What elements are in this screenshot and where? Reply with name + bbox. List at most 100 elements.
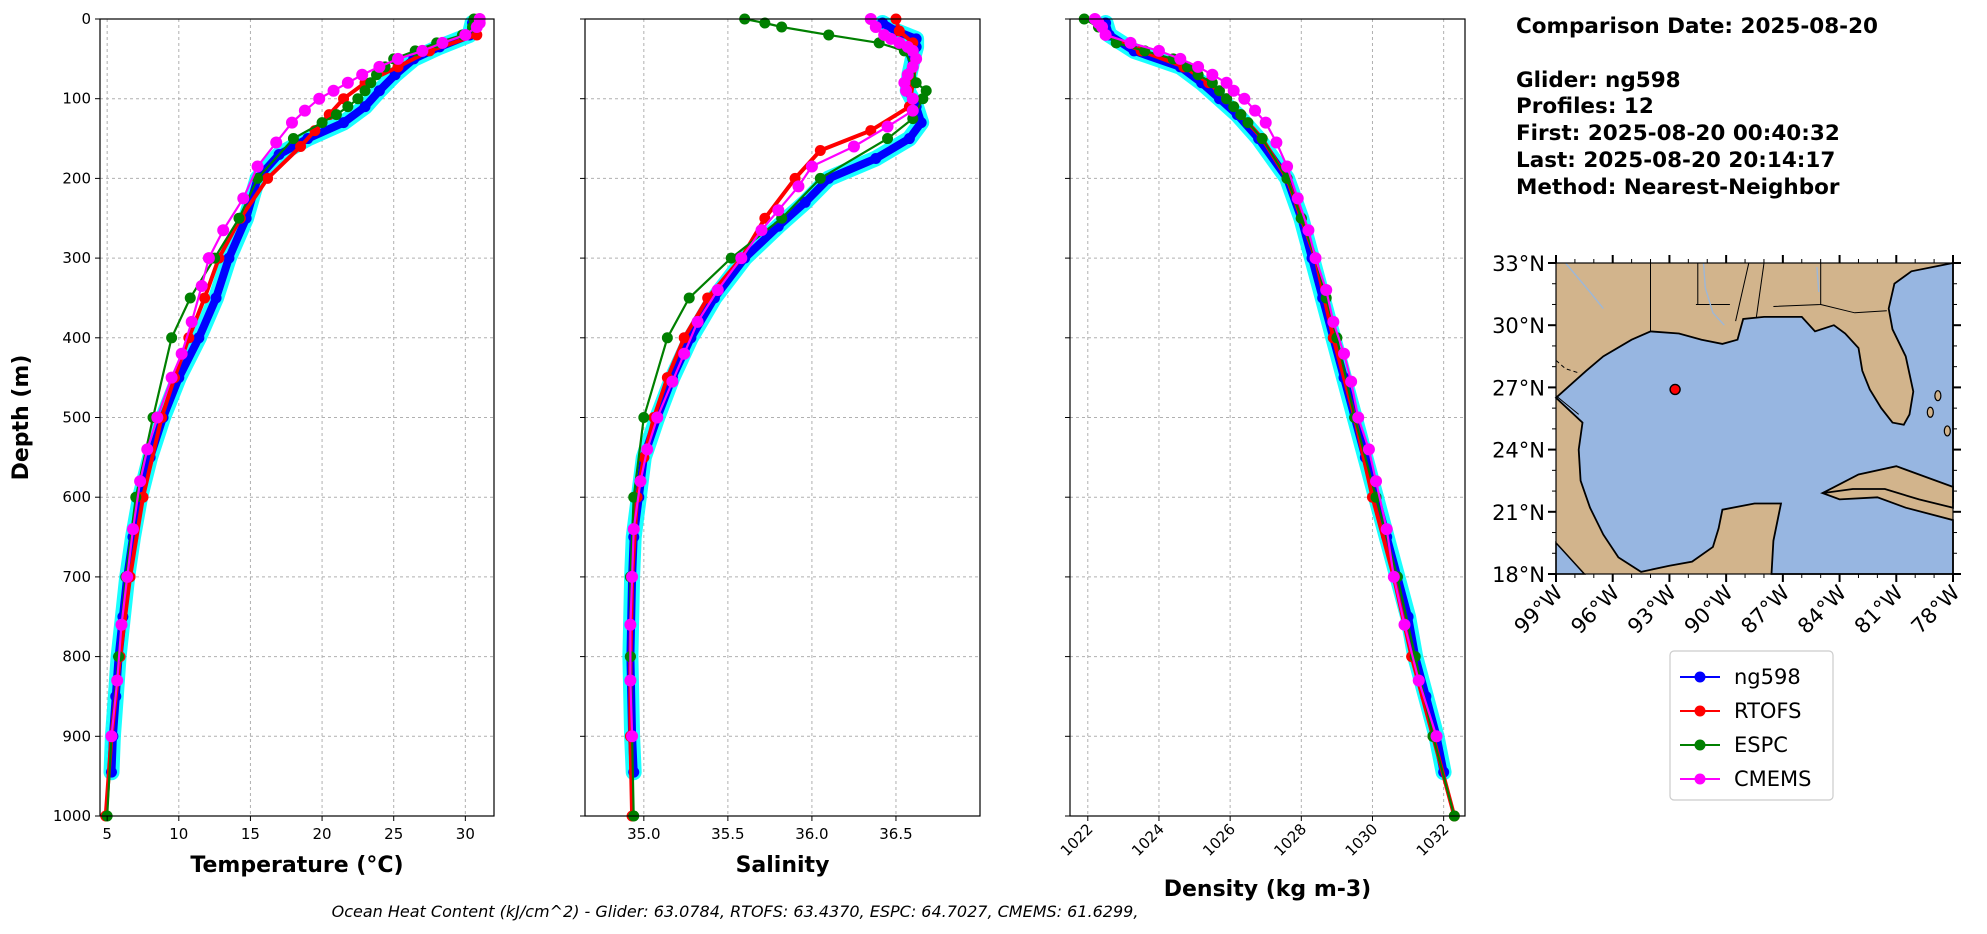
x-tick-label: 1032 xyxy=(1413,820,1453,860)
cmems-point xyxy=(1291,192,1304,205)
espc-point xyxy=(359,85,371,97)
legend: ng598 RTOFS ESPC CMEMS xyxy=(1669,650,1834,801)
comparison-info: Comparison Date: 2025-08-20 Glider: ng598… xyxy=(1516,14,1878,202)
map-border xyxy=(1555,395,1580,415)
x-axis-label: Density (kg m-3) xyxy=(1164,877,1372,902)
map-y-tick-label: 30°N xyxy=(1492,314,1545,338)
x-tick-label: 1030 xyxy=(1342,820,1382,860)
cmems-point xyxy=(805,160,818,173)
x-tick-label: 30 xyxy=(456,825,475,843)
legend-swatch-marker xyxy=(1694,739,1706,751)
cmems-point xyxy=(1281,160,1294,173)
ng598-spread xyxy=(622,15,930,781)
cmems-point xyxy=(237,192,250,205)
rtofs-point xyxy=(893,25,905,37)
map-y-tick-label: 24°N xyxy=(1492,439,1545,463)
map-border-dashed xyxy=(1555,360,1579,374)
map-y-tick-label: 18°N xyxy=(1492,563,1545,587)
y-tick-label: 600 xyxy=(62,488,91,506)
cmems-point xyxy=(1124,36,1137,49)
cmems-point xyxy=(624,674,637,687)
ng598-point xyxy=(903,133,915,145)
map-x-tick-label: 99°W xyxy=(1510,580,1568,638)
x-axis-label: Salinity xyxy=(736,853,830,878)
espc-point xyxy=(823,29,835,41)
cmems-point xyxy=(1338,347,1351,360)
ng598-point xyxy=(799,196,811,208)
legend-swatch-marker xyxy=(1694,705,1706,717)
x-tick-label: 10 xyxy=(169,825,188,843)
espc-point xyxy=(917,93,929,105)
cmems-point xyxy=(1345,375,1358,388)
map-x-tick-label: 93°W xyxy=(1623,580,1681,638)
ng598-point xyxy=(193,332,205,344)
ng598-point xyxy=(915,117,927,129)
comparison-date: Comparison Date: 2025-08-20 xyxy=(1516,14,1879,39)
cmems-point xyxy=(735,252,748,265)
cmems-point xyxy=(1380,523,1393,536)
espc-point xyxy=(287,133,299,145)
rtofs-point xyxy=(678,332,690,344)
y-axis-label: Depth (m) xyxy=(9,355,34,481)
cmems-point xyxy=(634,475,647,488)
cmems-point xyxy=(1152,44,1165,57)
ng598-point xyxy=(870,152,882,164)
ng598-point xyxy=(338,117,350,129)
map-y-tick-label: 33°N xyxy=(1492,252,1545,276)
cmems-point xyxy=(906,104,919,117)
ng598-point xyxy=(223,252,235,264)
cmems-point xyxy=(626,570,639,583)
last-time: Last: 2025-08-20 20:14:17 xyxy=(1516,147,1836,173)
glider-name: Glider: ng598 xyxy=(1516,67,1681,93)
cmems-point xyxy=(1206,68,1219,81)
x-tick-label: 1028 xyxy=(1270,820,1310,860)
cmems-point xyxy=(691,315,704,328)
cmems-point xyxy=(134,475,147,488)
map-x-tick-label: 90°W xyxy=(1680,580,1738,638)
cmems-point xyxy=(1327,315,1340,328)
cmems-point xyxy=(105,730,118,743)
cmems-point xyxy=(1238,92,1251,105)
cmems-point xyxy=(373,60,386,73)
rtofs-point xyxy=(814,145,826,157)
cmems-point xyxy=(1412,674,1425,687)
rtofs-point xyxy=(865,125,877,137)
cmems-point xyxy=(313,92,326,105)
legend-swatch-marker xyxy=(1694,671,1706,683)
espc-point xyxy=(725,252,737,264)
x-tick-label: 1026 xyxy=(1199,820,1239,860)
cmems-point xyxy=(1099,28,1112,41)
cmems-point xyxy=(666,375,679,388)
espc-point xyxy=(316,117,328,129)
map-y-tick-label: 21°N xyxy=(1492,501,1545,525)
espc-point xyxy=(1221,93,1233,105)
map-island xyxy=(1943,425,1951,437)
map-x-tick-label: 87°W xyxy=(1736,580,1794,638)
cmems-point xyxy=(1430,730,1443,743)
espc-point xyxy=(252,172,264,184)
rtofs-point xyxy=(199,292,211,304)
cmems-point xyxy=(1320,283,1333,296)
y-tick-label: 900 xyxy=(62,727,91,745)
y-tick-label: 300 xyxy=(62,249,91,267)
espc-point xyxy=(628,491,640,503)
map-river xyxy=(1816,267,1820,293)
legend-swatch-marker xyxy=(1694,773,1706,785)
cmems-point xyxy=(1174,52,1187,65)
cmems-point xyxy=(175,347,188,360)
map-x-tick-label: 84°W xyxy=(1793,580,1851,638)
rtofs-point xyxy=(759,212,771,224)
map-frame xyxy=(1555,262,1954,575)
cmems-point xyxy=(165,371,178,384)
legend-label: CMEMS xyxy=(1734,767,1812,791)
espc-point xyxy=(638,412,650,423)
x-tick-label: 1022 xyxy=(1057,820,1097,860)
cmems-point xyxy=(1370,475,1383,488)
cmems-point xyxy=(185,315,198,328)
cmems-point xyxy=(356,68,369,81)
cmems-point xyxy=(217,224,230,237)
espc-point xyxy=(882,133,894,145)
cmems-point xyxy=(906,92,919,105)
ng598-point xyxy=(210,292,222,304)
map-island xyxy=(1934,390,1942,402)
